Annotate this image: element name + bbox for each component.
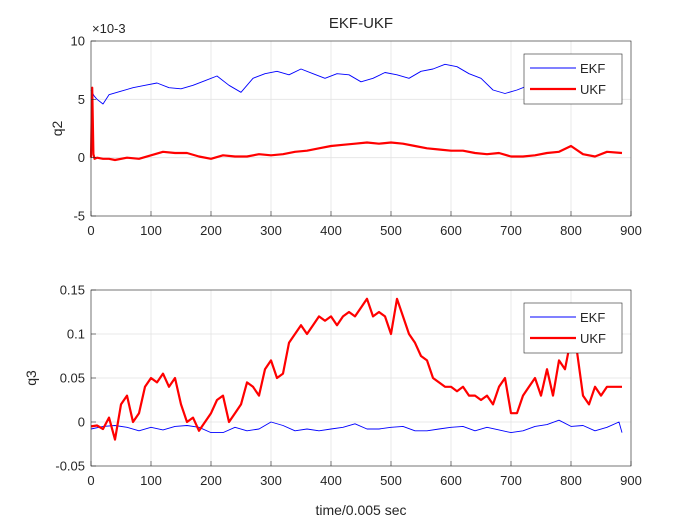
subplot-q3-x-axis-label: time/0.005 sec [315, 502, 406, 518]
x-tick-label: 800 [560, 473, 582, 488]
subplot-q2-legend: EKF UKF [523, 53, 623, 105]
subplot-q3-x-ticks: 0 100 200 300 400 500 600 700 800 900 [87, 461, 642, 488]
x-tick-label: 100 [140, 473, 162, 488]
x-tick-label: 500 [380, 223, 402, 238]
x-tick-label: 700 [500, 473, 522, 488]
subplot-q3-series [90, 297, 623, 441]
y-tick-label: 0.15 [60, 283, 85, 298]
subplot-q2-frame [90, 40, 632, 217]
subplot-q3-y-ticks: -0.05 0 0.05 0.1 0.15 [55, 283, 96, 474]
subplot-q2-title: EKF-UKF [329, 15, 393, 32]
x-tick-label: 800 [560, 223, 582, 238]
legend-box [523, 302, 623, 354]
subplot-q3-legend: EKF UKF [523, 302, 623, 354]
subplot-q2-exponent-label: ×10-3 [92, 21, 126, 36]
y-tick-label: 0 [78, 415, 85, 430]
subplot-q2: EKF-UKF ×10-3 0 100 200 300 400 500 600 700 800 9… [49, 15, 642, 238]
y-tick-label: 10 [71, 34, 85, 49]
series-line-q3-ekf [90, 419, 623, 434]
subplot-q2-y-axis-label: q2 [49, 121, 65, 137]
x-tick-label: 600 [440, 223, 462, 238]
x-tick-label: 600 [440, 473, 462, 488]
series-line-q2-ukf [89, 86, 623, 162]
legend-label-ukf: UKF [580, 82, 606, 97]
x-tick-label: 400 [320, 223, 342, 238]
subplot-q2-y-ticks: -5 0 5 10 [71, 34, 96, 224]
legend-label-ukf: UKF [580, 331, 606, 346]
y-tick-label: 5 [78, 92, 85, 107]
x-tick-label: 500 [380, 473, 402, 488]
y-tick-label: -5 [73, 209, 85, 224]
x-tick-label: 200 [200, 223, 222, 238]
legend-label-ekf: EKF [580, 310, 605, 325]
y-tick-label: -0.05 [55, 459, 85, 474]
x-tick-label: 0 [87, 223, 94, 238]
series-line-q3-ukf [90, 297, 622, 441]
subplot-q2-x-ticks: 0 100 200 300 400 500 600 700 800 900 [87, 211, 642, 238]
y-tick-label: 0 [78, 150, 85, 165]
x-tick-label: 200 [200, 473, 222, 488]
x-tick-label: 300 [260, 473, 282, 488]
y-tick-label: 0.05 [60, 371, 85, 386]
legend-label-ekf: EKF [580, 61, 605, 76]
x-tick-label: 900 [620, 473, 642, 488]
x-tick-label: 400 [320, 473, 342, 488]
subplot-q3: 0 100 200 300 400 500 600 700 800 900 -0.0500.050… [23, 283, 642, 519]
legend-box [523, 53, 623, 105]
x-tick-label: 0 [87, 473, 94, 488]
x-tick-label: 900 [620, 223, 642, 238]
y-tick-label: 0.1 [67, 327, 85, 342]
x-tick-label: 100 [140, 223, 162, 238]
x-tick-label: 300 [260, 223, 282, 238]
subplot-q3-y-axis-label: q3 [23, 370, 39, 386]
x-tick-label: 700 [500, 223, 522, 238]
